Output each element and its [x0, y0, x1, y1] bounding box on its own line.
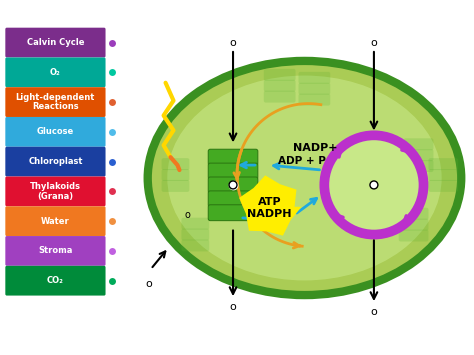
Text: Thylakoids
(Grana): Thylakoids (Grana) — [30, 182, 81, 201]
FancyBboxPatch shape — [5, 236, 106, 266]
FancyBboxPatch shape — [264, 80, 295, 92]
Text: Chloroplast: Chloroplast — [28, 157, 82, 166]
Text: NADPH: NADPH — [247, 209, 292, 219]
Ellipse shape — [148, 61, 461, 295]
FancyBboxPatch shape — [162, 180, 190, 192]
Circle shape — [324, 135, 424, 235]
Text: o: o — [230, 302, 237, 312]
FancyBboxPatch shape — [208, 191, 258, 207]
Circle shape — [229, 181, 237, 189]
Text: o: o — [371, 38, 377, 48]
FancyBboxPatch shape — [208, 149, 258, 165]
FancyBboxPatch shape — [5, 117, 106, 147]
Ellipse shape — [167, 76, 442, 280]
FancyBboxPatch shape — [299, 83, 330, 95]
FancyBboxPatch shape — [399, 219, 428, 231]
FancyBboxPatch shape — [208, 163, 258, 179]
FancyBboxPatch shape — [5, 28, 106, 58]
Text: O₂: O₂ — [50, 68, 61, 77]
FancyBboxPatch shape — [5, 206, 106, 236]
FancyBboxPatch shape — [404, 138, 433, 150]
FancyBboxPatch shape — [182, 218, 209, 230]
FancyBboxPatch shape — [182, 240, 209, 251]
FancyBboxPatch shape — [264, 69, 295, 81]
FancyBboxPatch shape — [5, 147, 106, 176]
FancyBboxPatch shape — [182, 229, 209, 240]
FancyBboxPatch shape — [404, 160, 433, 172]
FancyBboxPatch shape — [428, 158, 458, 170]
FancyBboxPatch shape — [162, 169, 190, 181]
FancyBboxPatch shape — [208, 205, 258, 221]
FancyBboxPatch shape — [428, 180, 458, 192]
Text: ATP: ATP — [258, 197, 282, 207]
Text: Light-dependent
Reactions: Light-dependent Reactions — [16, 93, 95, 111]
FancyBboxPatch shape — [399, 230, 428, 241]
Text: o: o — [371, 307, 377, 317]
FancyBboxPatch shape — [299, 72, 330, 84]
Text: o: o — [230, 38, 237, 48]
Text: NADP+: NADP+ — [292, 143, 337, 153]
FancyBboxPatch shape — [299, 94, 330, 105]
FancyBboxPatch shape — [5, 58, 106, 87]
Polygon shape — [239, 175, 301, 236]
Text: o: o — [146, 279, 152, 289]
FancyBboxPatch shape — [399, 208, 428, 220]
Text: o: o — [184, 210, 191, 220]
FancyBboxPatch shape — [428, 169, 458, 181]
Circle shape — [370, 181, 378, 189]
FancyBboxPatch shape — [5, 266, 106, 296]
Text: Stroma: Stroma — [38, 246, 73, 255]
FancyBboxPatch shape — [162, 158, 190, 170]
Text: CO₂: CO₂ — [47, 276, 64, 285]
FancyBboxPatch shape — [5, 87, 106, 117]
Text: Water: Water — [41, 217, 70, 226]
FancyBboxPatch shape — [404, 149, 433, 161]
Text: Glucose: Glucose — [37, 127, 74, 136]
FancyBboxPatch shape — [5, 176, 106, 206]
Text: ADP + P: ADP + P — [278, 156, 326, 166]
Text: Calvin Cycle: Calvin Cycle — [27, 38, 84, 47]
FancyBboxPatch shape — [264, 91, 295, 103]
FancyBboxPatch shape — [208, 177, 258, 193]
